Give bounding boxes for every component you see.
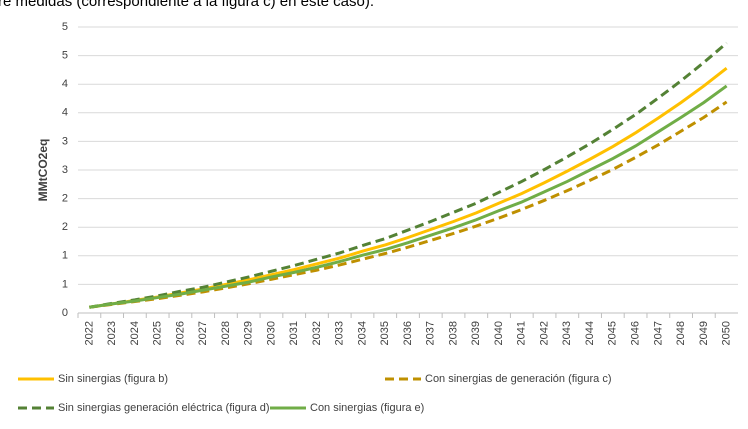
x-tick-label: 2031	[288, 321, 300, 345]
x-tick-label: 2043	[561, 321, 573, 345]
x-tick-label: 2044	[584, 321, 596, 345]
y-tick-label: 4	[62, 107, 68, 119]
x-tick-label: 2023	[106, 321, 118, 345]
x-tick-label: 2029	[243, 321, 255, 345]
legend-label: Con sinergias de generación (figura c)	[425, 373, 612, 385]
x-tick-label: 2037	[425, 321, 437, 345]
x-tick-label: 2038	[447, 321, 459, 345]
x-tick-label: 2027	[197, 321, 209, 345]
x-tick-label: 2046	[629, 321, 641, 345]
legend-label: Con sinergias (figura e)	[310, 402, 424, 414]
y-tick-label: 4	[62, 78, 68, 90]
x-tick-label: 2024	[129, 321, 141, 345]
x-tick-label: 2036	[402, 321, 414, 345]
series-line	[89, 84, 728, 309]
y-tick-label: 2	[62, 221, 68, 233]
x-tick-label: 2032	[311, 321, 323, 345]
legend-label: Sin sinergias generación eléctrica (figu…	[58, 402, 270, 414]
x-tick-label: 2042	[538, 321, 550, 345]
y-tick-label: 1	[62, 250, 68, 262]
series-line	[89, 67, 728, 309]
x-tick-label: 2039	[470, 321, 482, 345]
y-tick-label: 3	[62, 135, 68, 147]
x-tick-label: 2049	[698, 321, 710, 345]
x-tick-label: 2041	[516, 321, 528, 345]
x-tick-label: 2022	[83, 321, 95, 345]
x-tick-label: 2026	[174, 321, 186, 345]
x-tick-label: 2050	[721, 321, 733, 345]
y-axis-label: MMtCO2eq	[36, 139, 50, 202]
y-tick-label: 1	[62, 278, 68, 290]
x-tick-label: 2047	[652, 321, 664, 345]
x-tick-label: 2034	[356, 321, 368, 345]
series-line	[89, 100, 728, 309]
y-tick-label: 0	[62, 307, 68, 319]
y-tick-label: 5	[62, 21, 68, 33]
y-tick-label: 2	[62, 193, 68, 205]
x-tick-label: 2033	[334, 321, 346, 345]
x-tick-label: 2035	[379, 321, 391, 345]
legend-label: Sin sinergias (figura b)	[58, 373, 168, 385]
series-line	[89, 41, 728, 309]
x-tick-label: 2025	[152, 321, 164, 345]
caption: re medidas (correspondiente a la figura …	[0, 0, 374, 10]
x-tick-label: 2045	[607, 321, 619, 345]
x-tick-label: 2040	[493, 321, 505, 345]
x-tick-label: 2030	[265, 321, 277, 345]
y-tick-label: 5	[62, 50, 68, 62]
y-tick-label: 3	[62, 164, 68, 176]
x-tick-label: 2028	[220, 321, 232, 345]
x-tick-label: 2048	[675, 321, 687, 345]
